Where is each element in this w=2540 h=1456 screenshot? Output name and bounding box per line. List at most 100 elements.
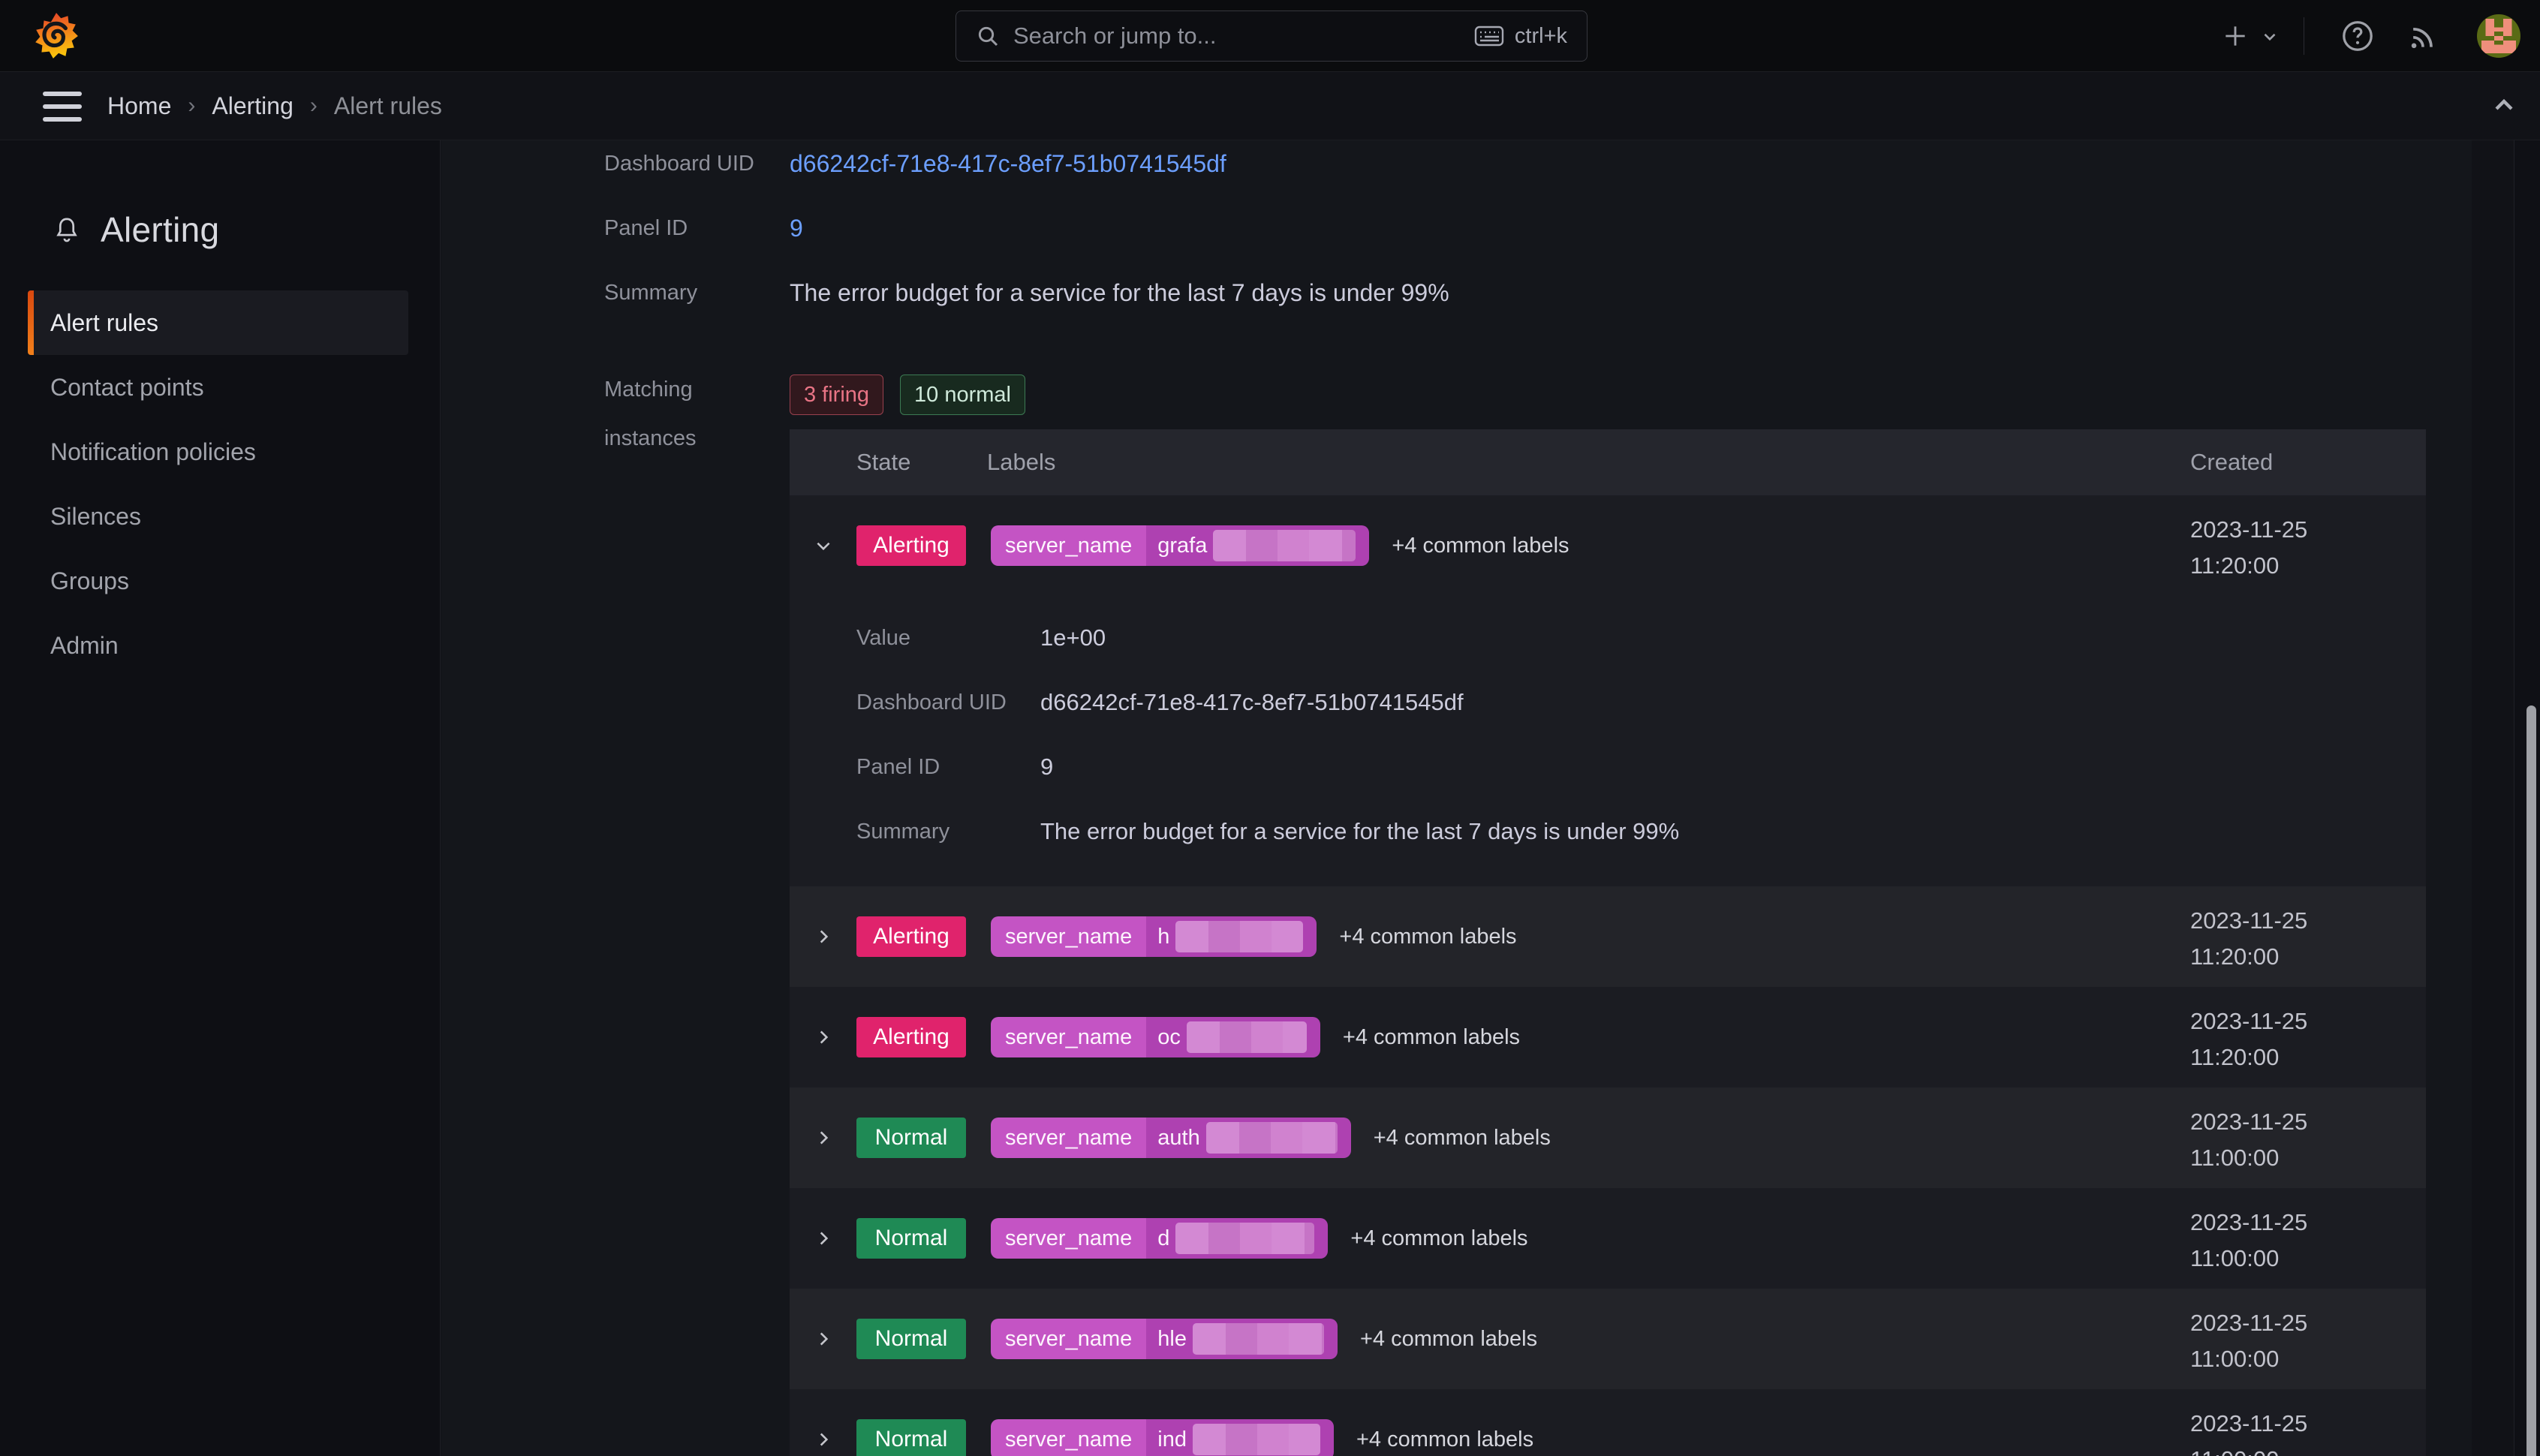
created-date: 2023-11-25 [2190, 1410, 2308, 1436]
help-button[interactable] [2324, 0, 2391, 72]
instance-row-main[interactable]: Alerting server_name grafa +4 common lab… [790, 495, 2426, 596]
server-name-label-pill: server_name ind [991, 1419, 1334, 1456]
created-date: 2023-11-25 [2190, 907, 2308, 934]
instance-row-main[interactable]: Normal server_name hle +4 common labels … [790, 1289, 2426, 1389]
label-value-visible: hle [1157, 1326, 1187, 1351]
scrollbar-thumb[interactable] [2526, 705, 2536, 1456]
sidebar-item-groups[interactable]: Groups [50, 567, 129, 594]
instance-row: Alerting server_name h +4 common labels … [790, 886, 2426, 987]
breadcrumb-separator: › [309, 93, 318, 118]
field-label: Panel ID [604, 216, 688, 240]
expand-chevron-icon[interactable] [807, 1430, 840, 1449]
state-badge: Normal [856, 1118, 966, 1158]
expand-chevron-icon[interactable] [807, 1027, 840, 1047]
label-value-redacted [1175, 1223, 1315, 1254]
state-badge: Normal [856, 1419, 966, 1456]
expand-chevron-icon[interactable] [807, 1229, 840, 1248]
instance-row-main[interactable]: Alerting server_name oc +4 common labels… [790, 987, 2426, 1087]
label-value-visible: grafa [1157, 533, 1208, 558]
label-value-redacted [1175, 921, 1304, 952]
sidebar-item-admin[interactable]: Admin [50, 631, 119, 659]
label-value-redacted [1186, 1021, 1307, 1053]
instance-row-main[interactable]: Normal server_name auth +4 common labels… [790, 1087, 2426, 1188]
detail-value: 1e+00 [1040, 624, 1106, 651]
common-labels-text: +4 common labels [1359, 1326, 1538, 1351]
keyboard-icon [1474, 25, 1504, 47]
search-input[interactable]: Search or jump to... ctrl+k [956, 11, 1588, 62]
created-cell: 2023-11-25 11:00:00 [2190, 1406, 2307, 1456]
sidebar-item-alert-rules[interactable]: Alert rules [28, 290, 408, 355]
detail-label: Dashboard UID [856, 690, 1007, 714]
created-date: 2023-11-25 [2190, 516, 2308, 543]
field-summary: Summary The error budget for a service f… [604, 276, 1449, 309]
instance-row: Normal server_name hle +4 common labels … [790, 1289, 2426, 1389]
user-avatar[interactable] [2477, 14, 2520, 58]
firing-count-badge: 3 firing [790, 375, 884, 415]
detail-label: Summary [856, 819, 950, 844]
created-date: 2023-11-25 [2190, 1310, 2308, 1336]
created-time: 11:00:00 [2190, 1245, 2280, 1271]
server-name-label-pill: server_name h [991, 916, 1317, 957]
breadcrumb-separator: › [188, 93, 196, 118]
detail-value[interactable]: 9 [1040, 754, 1054, 780]
dashboard-uid-link[interactable]: d66242cf-71e8-417c-8ef7-51b0741545df [790, 150, 1226, 177]
label-value-redacted [1205, 1122, 1338, 1154]
label-value: ind [1146, 1419, 1334, 1456]
created-date: 2023-11-25 [2190, 1008, 2308, 1034]
label-key: server_name [991, 1017, 1147, 1057]
detail-value[interactable]: d66242cf-71e8-417c-8ef7-51b0741545df [1040, 689, 1464, 715]
instance-row-main[interactable]: Alerting server_name h +4 common labels … [790, 886, 2426, 987]
label-value-visible: auth [1157, 1125, 1200, 1150]
instance-row: Alerting server_name oc +4 common labels… [790, 987, 2426, 1087]
instance-row-main[interactable]: Normal server_name d +4 common labels 20… [790, 1188, 2426, 1289]
label-key: server_name [991, 525, 1147, 566]
label-value: d [1146, 1218, 1329, 1259]
server-name-label-pill: server_name auth [991, 1118, 1351, 1158]
new-menu-button[interactable] [2215, 0, 2256, 72]
common-labels-text: +4 common labels [1342, 1024, 1521, 1049]
breadcrumb-alerting[interactable]: Alerting [212, 92, 293, 119]
created-cell: 2023-11-25 11:20:00 [2190, 903, 2307, 975]
expand-chevron-icon[interactable] [807, 1329, 840, 1349]
expand-chevron-icon[interactable] [807, 927, 840, 946]
server-name-label-pill: server_name oc [991, 1017, 1320, 1057]
instance-state-chips: 3 firing 10 normal [790, 375, 1026, 415]
breadcrumb-home[interactable]: Home [107, 92, 172, 119]
label-key: server_name [991, 1319, 1147, 1359]
common-labels-text: +4 common labels [1373, 1125, 1551, 1150]
breadcrumb-current: Alert rules [333, 92, 442, 119]
collapse-chevron-up-icon[interactable] [2489, 90, 2519, 120]
state-badge: Normal [856, 1218, 966, 1259]
created-cell: 2023-11-25 11:00:00 [2190, 1305, 2307, 1377]
shortcut-label: ctrl+k [1514, 23, 1567, 48]
mega-menu-toggle[interactable] [43, 92, 82, 122]
label-key: server_name [991, 916, 1147, 957]
expand-chevron-icon[interactable] [807, 536, 840, 555]
instance-row: Normal server_name d +4 common labels 20… [790, 1188, 2426, 1289]
created-date: 2023-11-25 [2190, 1109, 2308, 1135]
common-labels-text: +4 common labels [1356, 1427, 1534, 1451]
detail-row: Summary The error budget for a service f… [856, 799, 2426, 864]
sidebar-items: Alert rules Contact points Notification … [0, 290, 440, 678]
created-time: 11:20:00 [2190, 943, 2280, 970]
new-menu-chevron-down-icon[interactable] [2256, 0, 2284, 72]
sidebar-item-silences[interactable]: Silences [50, 502, 141, 530]
top-bar: Search or jump to... ctrl+k [0, 0, 2540, 72]
matching-instances-label: Matching instances [604, 378, 697, 450]
sidebar-item-notification-policies[interactable]: Notification policies [50, 438, 256, 465]
matching-instances-table: State Labels Created Alerting server_nam… [790, 429, 2426, 1456]
column-header-labels: Labels [987, 449, 1056, 475]
scrollbar-track [2514, 140, 2540, 1456]
server-name-label-pill: server_name d [991, 1218, 1329, 1259]
state-badge: Alerting [856, 916, 966, 957]
sidebar-item-contact-points[interactable]: Contact points [50, 373, 204, 401]
detail-row: Dashboard UID d66242cf-71e8-417c-8ef7-51… [856, 670, 2426, 735]
instance-row-main[interactable]: Normal server_name ind +4 common labels … [790, 1389, 2426, 1456]
grafana-logo-icon[interactable] [27, 11, 86, 61]
search-icon [976, 24, 1000, 48]
news-rss-button[interactable] [2391, 0, 2454, 72]
column-header-created: Created [2190, 449, 2274, 475]
label-value-redacted [1192, 1323, 1324, 1355]
panel-id-link[interactable]: 9 [790, 215, 803, 242]
expand-chevron-icon[interactable] [807, 1128, 840, 1148]
